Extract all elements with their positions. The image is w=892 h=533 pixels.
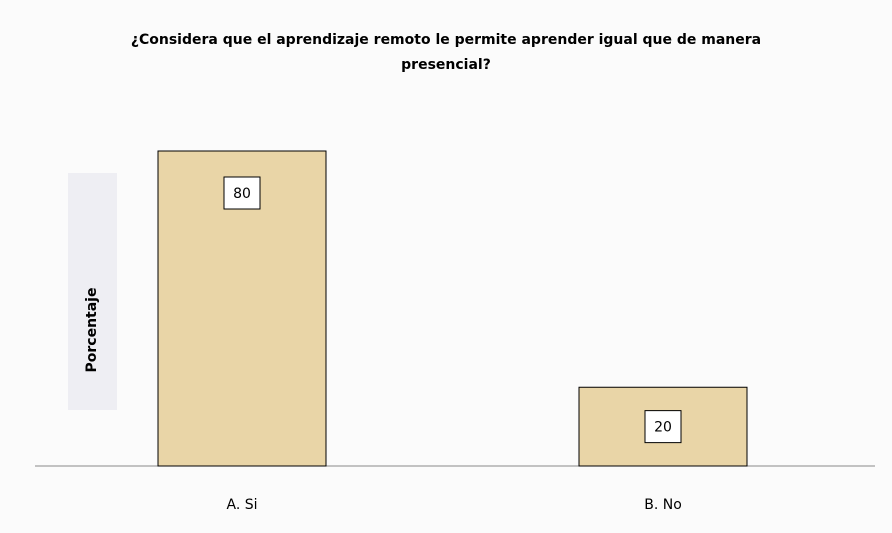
value-label-box: [223, 176, 261, 210]
value-label: 80: [233, 186, 251, 202]
y-label-background: [68, 173, 117, 410]
chart-title: ¿Considera que el aprendizaje remoto le …: [130, 32, 762, 73]
x-tick-label: B. No: [644, 497, 682, 513]
y-axis-label: Porcentaje: [84, 288, 100, 373]
value-label-box: [644, 410, 682, 444]
value-label: 20: [654, 420, 672, 436]
x-tick-label: A. Si: [226, 497, 257, 513]
